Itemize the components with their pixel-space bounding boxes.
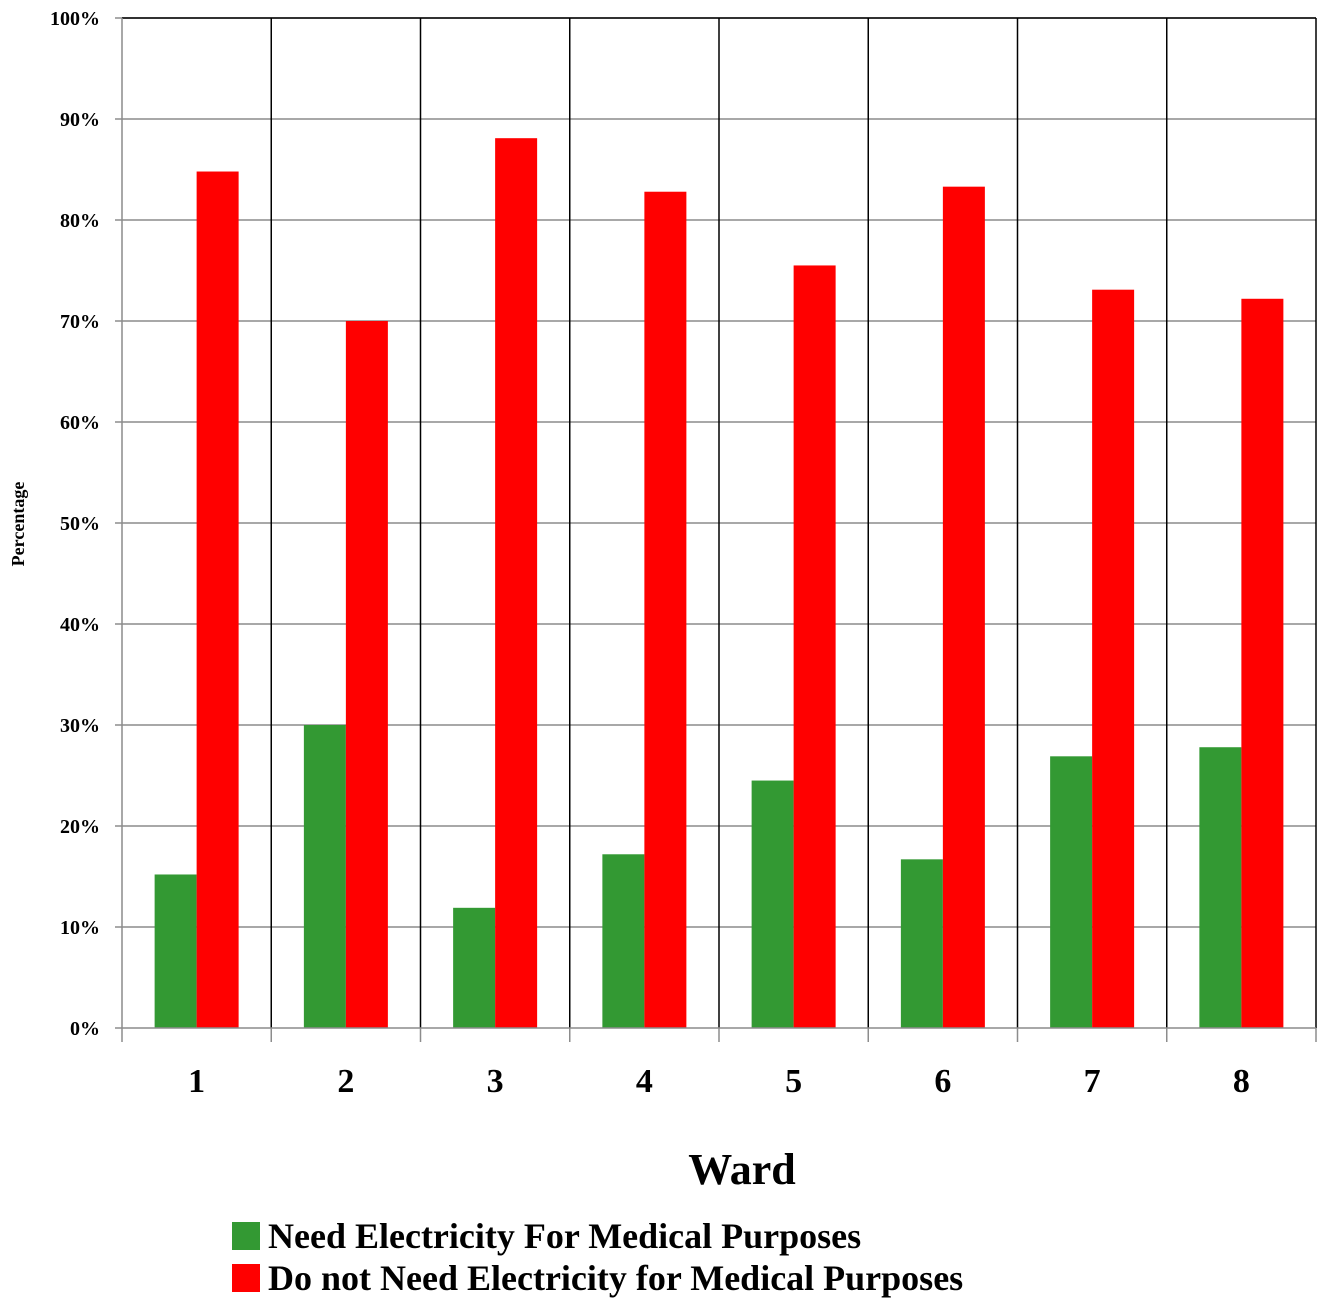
axes — [115, 17, 1317, 1042]
legend: Need Electricity For Medical Purposes Do… — [232, 1215, 963, 1299]
legend-item-do-not-need: Do not Need Electricity for Medical Purp… — [232, 1257, 963, 1299]
x-tick-label: 5 — [785, 1063, 802, 1100]
y-tick-label: 10% — [60, 917, 100, 939]
legend-swatch-need — [232, 1222, 260, 1250]
bar-need — [900, 859, 943, 1028]
legend-item-need: Need Electricity For Medical Purposes — [232, 1215, 963, 1257]
x-tick-label: 1 — [188, 1063, 205, 1100]
bar-do-not-need — [644, 191, 687, 1029]
bar-need — [1050, 756, 1093, 1028]
x-tick-label: 8 — [1233, 1063, 1250, 1100]
y-tick-label: 50% — [60, 513, 100, 535]
bar-do-not-need — [1241, 298, 1284, 1028]
legend-label-need: Need Electricity For Medical Purposes — [268, 1216, 862, 1256]
y-tick-label: 90% — [60, 109, 100, 131]
x-tick-label: 7 — [1084, 1063, 1101, 1100]
bars — [154, 138, 1284, 1029]
x-tick-label: 4 — [636, 1063, 653, 1100]
x-tick-label: 6 — [934, 1063, 951, 1100]
bar-need — [303, 725, 346, 1028]
bar-do-not-need — [345, 321, 388, 1028]
bar-need — [751, 780, 794, 1028]
y-tick-label: 60% — [60, 412, 100, 434]
y-tick-label: 100% — [50, 8, 100, 30]
y-axis-label: Percentage — [8, 482, 28, 567]
legend-label-do-not-need: Do not Need Electricity for Medical Purp… — [268, 1258, 964, 1298]
y-tick-label: 80% — [60, 210, 100, 232]
bar-do-not-need — [1092, 289, 1135, 1028]
bar-do-not-need — [942, 186, 985, 1029]
category-separators — [122, 17, 1317, 1028]
y-tick-labels: 0% 10% 20% 30% 40% 50% 60% 70% 80% 90% 100% — [50, 8, 100, 1040]
bar-do-not-need — [495, 138, 538, 1028]
bar-need — [1199, 747, 1242, 1028]
legend-swatch-do-not-need — [232, 1264, 260, 1292]
y-tick-label: 0% — [70, 1018, 100, 1040]
x-tick-labels: 1 2 3 4 5 6 7 8 — [188, 1063, 1250, 1100]
y-tick-label: 40% — [60, 614, 100, 636]
x-tick-label: 3 — [487, 1063, 504, 1100]
bar-do-not-need — [793, 265, 836, 1028]
y-tick-label: 70% — [60, 311, 100, 333]
y-tick-label: 30% — [60, 715, 100, 737]
x-axis-label: Ward — [688, 1145, 796, 1194]
y-tick-label: 20% — [60, 816, 100, 838]
bar-need — [453, 907, 496, 1028]
x-tick-label: 2 — [337, 1063, 354, 1100]
bar-chart: 0% 10% 20% 30% 40% 50% 60% 70% 80% 90% 100% 1 2 3 4 5 6… — [8, 8, 1317, 1194]
bar-do-not-need — [196, 171, 239, 1028]
bar-need — [602, 854, 645, 1028]
bar-need — [154, 874, 197, 1028]
